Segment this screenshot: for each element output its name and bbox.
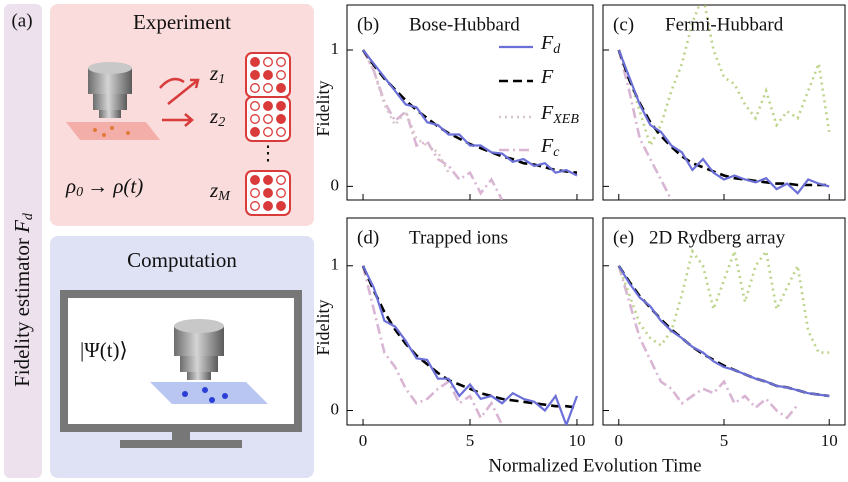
series-line <box>617 49 673 200</box>
legend-label: F <box>540 66 554 88</box>
legend-label: Fd <box>540 32 561 58</box>
site <box>276 83 286 93</box>
chart-title: Bose-Hubbard <box>409 14 520 35</box>
site <box>250 188 260 198</box>
plot-frame <box>602 4 846 201</box>
outcome: z2 <box>209 104 225 130</box>
panel-label: (b) <box>357 14 379 35</box>
site <box>276 175 286 185</box>
plot-frame <box>602 217 846 426</box>
chart-title: Trapped ions <box>409 227 508 248</box>
series-line <box>617 265 799 420</box>
site <box>263 83 273 93</box>
site <box>250 70 260 80</box>
series-line <box>617 246 830 354</box>
site <box>263 201 273 211</box>
site <box>263 175 273 185</box>
site <box>250 114 260 124</box>
outcome: zM <box>209 178 231 204</box>
site <box>276 70 286 80</box>
series-line <box>617 5 831 149</box>
y-tick-label: 1 <box>331 39 340 58</box>
chart: 0 1 (b) Bose-Hubbard Fidelity Fd F FXEB Fc <box>313 4 594 201</box>
series-group <box>617 246 830 420</box>
monitor <box>60 290 302 448</box>
site <box>263 127 273 137</box>
chart: 0 5 10 (e) 2D Rydberg array <box>602 217 846 450</box>
state: |Ψ(t)⟩ <box>80 338 128 362</box>
site <box>263 70 273 80</box>
series-line <box>361 265 578 409</box>
series-line <box>362 49 578 177</box>
evolution: ρ0 → ρ(t) <box>65 174 143 200</box>
chart-title: Fermi-Hubbard <box>665 14 784 35</box>
x-tick-label: 0 <box>615 431 624 450</box>
site <box>276 101 286 111</box>
microscope <box>66 62 160 140</box>
site <box>263 101 273 111</box>
site <box>263 114 273 124</box>
site <box>263 57 273 67</box>
arrow <box>167 78 200 105</box>
site <box>250 57 260 67</box>
charts: 0 1 (b) Bose-Hubbard Fidelity Fd F FXEB Fc (c) Fer… <box>313 4 846 450</box>
plot-frame <box>346 4 594 201</box>
y-axis-label: Fidelity <box>313 80 333 136</box>
x-tick-label: 10 <box>568 431 585 450</box>
measurement-grids <box>245 52 291 216</box>
panel-label: (c) <box>613 14 634 35</box>
site <box>276 127 286 137</box>
plot-frame <box>346 217 594 426</box>
panel-label: (a) <box>11 10 32 31</box>
series-group <box>361 49 578 200</box>
site <box>250 83 260 93</box>
experiment-title: Experiment <box>133 10 231 34</box>
x-tick-label: 5 <box>720 431 729 450</box>
panel-label: (e) <box>613 227 634 248</box>
y-axis-label: Fidelity <box>313 299 333 355</box>
legend-label: FXEB <box>540 102 579 128</box>
series-group <box>361 265 579 425</box>
site <box>250 175 260 185</box>
series-line <box>361 49 504 200</box>
x-tick-label: 10 <box>821 431 838 450</box>
x-tick-label: 0 <box>359 431 368 450</box>
side-strip <box>4 4 42 478</box>
legend: Fd F FXEB Fc <box>499 32 579 161</box>
outcome: z1 <box>209 61 225 87</box>
series-line <box>617 49 830 195</box>
series-line <box>617 265 830 398</box>
chart: (c) Fermi-Hubbard <box>602 4 846 201</box>
series-line <box>362 265 579 425</box>
ellipsis: ⋮ <box>258 143 278 165</box>
y-tick-label: 1 <box>331 255 340 274</box>
series-line <box>361 265 504 425</box>
legend-label: Fc <box>540 135 560 161</box>
site <box>250 127 260 137</box>
panel-label: (d) <box>357 227 379 248</box>
series-group <box>617 5 831 200</box>
x-tick-label: 5 <box>466 431 475 450</box>
site <box>276 57 286 67</box>
site <box>276 114 286 124</box>
y-tick-label: 0 <box>331 175 340 194</box>
site <box>263 188 273 198</box>
y-tick-label: 0 <box>331 399 340 418</box>
site <box>250 201 260 211</box>
site <box>276 201 286 211</box>
site <box>276 188 286 198</box>
arrow <box>162 113 194 127</box>
computation-title: Computation <box>127 248 237 272</box>
x-axis-label: Normalized Evolution Time <box>488 455 701 476</box>
chart-title: 2D Rydberg array <box>649 227 786 248</box>
arrow <box>159 77 185 89</box>
side-label: Fidelity estimator Fd <box>10 212 36 387</box>
site <box>250 101 260 111</box>
